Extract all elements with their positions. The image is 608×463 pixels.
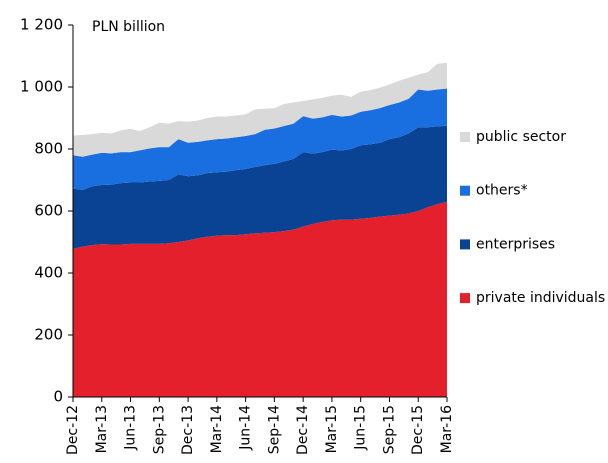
area	[73, 201, 447, 397]
legend-swatch	[460, 293, 470, 304]
x-tick-label: Mar-14	[209, 405, 225, 453]
legend-swatch	[460, 185, 470, 196]
x-tick-label: Mar-15	[324, 405, 340, 453]
x-tick-label: Mar-16	[439, 405, 455, 453]
x-tick-label: Dec-15	[410, 405, 426, 455]
area	[73, 88, 447, 190]
x-tick-label: Sep-15	[381, 405, 397, 454]
y-axis-label: PLN billion	[92, 19, 165, 35]
legend-swatch	[460, 132, 470, 142]
x-tick-label: Mar-13	[94, 405, 110, 453]
x-tick-label: Jun-14	[238, 405, 254, 451]
legend-label: public sector	[476, 129, 566, 145]
legend-label: others*	[476, 183, 528, 199]
x-tick-label: Dec-13	[180, 405, 196, 455]
legend-label: enterprises	[476, 236, 555, 252]
area	[73, 62, 447, 157]
y-tick-label: 1 000	[20, 78, 63, 96]
x-tick-label: Jun-13	[123, 405, 139, 451]
y-tick-label: 600	[34, 202, 63, 220]
y-tick-label: 800	[34, 140, 63, 158]
y-tick-label: 0	[53, 388, 63, 406]
area	[73, 125, 447, 249]
x-tick-label: Jun-15	[353, 405, 369, 451]
y-tick-label: 1 200	[20, 16, 63, 34]
legend-label: private individuals	[476, 290, 605, 306]
y-tick-label: 400	[34, 264, 63, 282]
y-tick-label: 200	[34, 326, 63, 344]
x-tick-label: Sep-14	[266, 405, 282, 454]
x-tick-label: Dec-12	[65, 405, 81, 455]
x-tick-label: Dec-14	[295, 405, 311, 455]
legend-swatch	[460, 239, 470, 250]
x-tick-label: Sep-13	[151, 405, 167, 454]
